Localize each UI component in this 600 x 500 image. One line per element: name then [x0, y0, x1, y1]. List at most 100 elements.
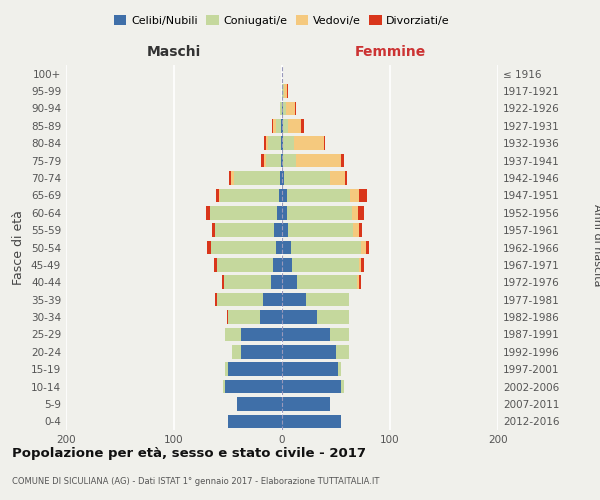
- Bar: [274, 258, 282, 272]
- Bar: [241, 328, 282, 341]
- Bar: [282, 119, 283, 132]
- Bar: [263, 136, 266, 150]
- Bar: [282, 414, 341, 428]
- Bar: [341, 380, 344, 394]
- Bar: [228, 414, 282, 428]
- Bar: [282, 276, 297, 289]
- Bar: [266, 154, 281, 168]
- Bar: [263, 154, 266, 168]
- Bar: [283, 154, 296, 168]
- Legend: Celibi/Nubili, Coniugati/e, Vedovi/e, Divorziati/e: Celibi/Nubili, Coniugati/e, Vedovi/e, Di…: [110, 10, 454, 30]
- Bar: [220, 188, 279, 202]
- Bar: [290, 240, 361, 254]
- Bar: [268, 136, 281, 150]
- Bar: [217, 293, 263, 306]
- Bar: [225, 362, 228, 376]
- Bar: [282, 224, 289, 237]
- Bar: [289, 224, 353, 237]
- Bar: [356, 276, 359, 289]
- Bar: [287, 84, 289, 98]
- Bar: [274, 119, 275, 132]
- Bar: [329, 171, 344, 185]
- Bar: [223, 380, 225, 394]
- Bar: [350, 188, 359, 202]
- Bar: [224, 276, 271, 289]
- Bar: [283, 102, 286, 115]
- Bar: [359, 224, 362, 237]
- Bar: [279, 188, 282, 202]
- Bar: [206, 206, 209, 220]
- Bar: [216, 188, 220, 202]
- Bar: [284, 171, 329, 185]
- Bar: [282, 310, 317, 324]
- Bar: [283, 136, 294, 150]
- Bar: [361, 240, 366, 254]
- Bar: [228, 362, 282, 376]
- Bar: [358, 206, 364, 220]
- Bar: [341, 154, 344, 168]
- Bar: [366, 240, 370, 254]
- Bar: [241, 345, 282, 358]
- Bar: [221, 276, 224, 289]
- Bar: [344, 171, 347, 185]
- Bar: [282, 293, 306, 306]
- Bar: [359, 258, 361, 272]
- Bar: [280, 102, 282, 115]
- Bar: [292, 258, 359, 272]
- Bar: [282, 102, 283, 115]
- Bar: [282, 240, 290, 254]
- Bar: [225, 380, 282, 394]
- Bar: [215, 293, 217, 306]
- Bar: [282, 84, 284, 98]
- Bar: [361, 258, 364, 272]
- Bar: [282, 397, 329, 410]
- Bar: [282, 258, 292, 272]
- Bar: [208, 240, 211, 254]
- Bar: [281, 136, 282, 150]
- Bar: [359, 188, 367, 202]
- Bar: [215, 224, 274, 237]
- Bar: [287, 206, 352, 220]
- Bar: [236, 397, 282, 410]
- Bar: [214, 258, 217, 272]
- Bar: [282, 380, 341, 394]
- Text: Femmine: Femmine: [355, 45, 425, 59]
- Text: Popolazione per età, sesso e stato civile - 2017: Popolazione per età, sesso e stato civil…: [12, 448, 366, 460]
- Bar: [272, 119, 274, 132]
- Bar: [282, 136, 283, 150]
- Bar: [301, 119, 304, 132]
- Text: Anni di nascita: Anni di nascita: [592, 204, 600, 286]
- Bar: [282, 171, 284, 185]
- Bar: [275, 240, 282, 254]
- Bar: [271, 276, 282, 289]
- Bar: [317, 310, 349, 324]
- Bar: [359, 276, 361, 289]
- Bar: [295, 102, 296, 115]
- Bar: [324, 136, 325, 150]
- Bar: [329, 328, 349, 341]
- Bar: [286, 102, 295, 115]
- Bar: [274, 224, 282, 237]
- Bar: [284, 84, 287, 98]
- Bar: [235, 171, 280, 185]
- Bar: [260, 310, 282, 324]
- Bar: [282, 328, 329, 341]
- Text: Maschi: Maschi: [147, 45, 201, 59]
- Y-axis label: Fasce di età: Fasce di età: [13, 210, 25, 285]
- Bar: [281, 119, 282, 132]
- Bar: [282, 206, 287, 220]
- Bar: [263, 293, 282, 306]
- Bar: [306, 293, 349, 306]
- Bar: [262, 154, 263, 168]
- Bar: [296, 154, 341, 168]
- Bar: [338, 362, 341, 376]
- Bar: [282, 362, 338, 376]
- Bar: [275, 119, 281, 132]
- Bar: [282, 188, 287, 202]
- Text: COMUNE DI SICULIANA (AG) - Dati ISTAT 1° gennaio 2017 - Elaborazione TUTTAITALIA: COMUNE DI SICULIANA (AG) - Dati ISTAT 1°…: [12, 478, 379, 486]
- Bar: [228, 310, 260, 324]
- Bar: [289, 119, 301, 132]
- Bar: [231, 171, 235, 185]
- Bar: [229, 171, 231, 185]
- Bar: [227, 310, 228, 324]
